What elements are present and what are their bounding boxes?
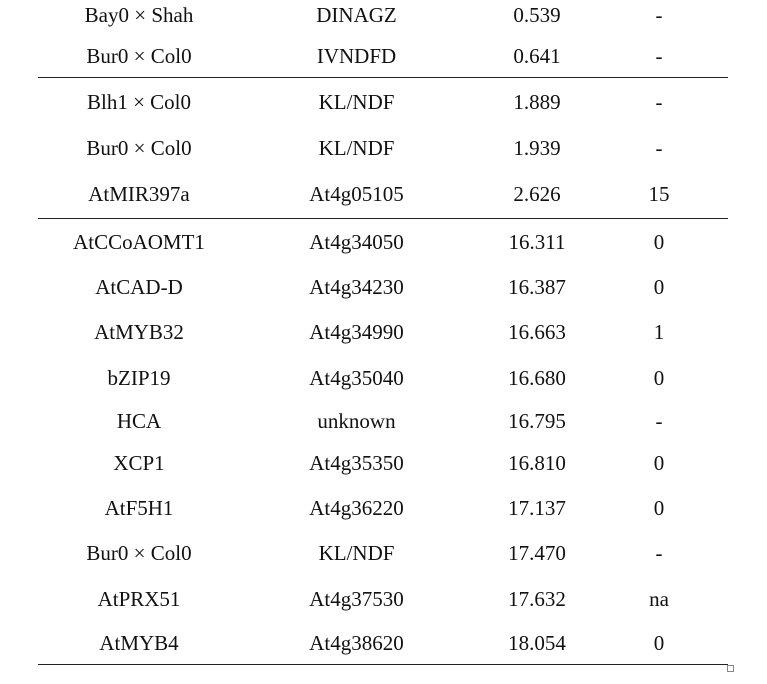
- cell-value: -: [655, 44, 663, 68]
- cell-locus: At4g35350: [309, 451, 404, 475]
- table-row: Bur0 × Col0 KL/NDF 1.939 -: [38, 133, 728, 163]
- cell-name: AtMIR397a: [88, 182, 190, 206]
- cell-position: 2.626: [513, 182, 561, 206]
- table-rule: [38, 218, 728, 219]
- cell-locus: At4g34050: [309, 230, 404, 254]
- cell-name: bZIP19: [107, 366, 171, 390]
- cell-value: 0: [653, 451, 665, 475]
- cell-name: AtF5H1: [104, 496, 174, 520]
- cell-locus: unknown: [317, 409, 396, 433]
- cell-value: 0: [653, 275, 665, 299]
- cell-position: 16.810: [508, 451, 566, 475]
- cell-locus: KL/NDF: [318, 90, 395, 114]
- cell-value: 0: [653, 631, 665, 655]
- cell-name: XCP1: [113, 451, 165, 475]
- cell-locus: DINAGZ: [316, 3, 397, 27]
- table-row: AtMIR397a At4g05105 2.626 15: [38, 179, 728, 209]
- cell-locus: At4g35040: [309, 366, 404, 390]
- cell-locus: At4g05105: [309, 182, 404, 206]
- cell-position: 16.680: [508, 366, 566, 390]
- cell-locus: At4g37530: [309, 587, 404, 611]
- cell-name: AtPRX51: [97, 587, 181, 611]
- cell-position: 0.641: [513, 44, 561, 68]
- table-row: AtCCoAOMT1 At4g34050 16.311 0: [38, 227, 728, 257]
- table-row: bZIP19 At4g35040 16.680 0: [38, 363, 728, 393]
- table-rule: [38, 77, 728, 78]
- cell-position: 16.795: [508, 409, 566, 433]
- cell-name: Bay0 × Shah: [84, 3, 194, 27]
- cell-value: 0: [653, 230, 665, 254]
- table-row: AtPRX51 At4g37530 17.632 na: [38, 584, 728, 614]
- table-rule: [38, 664, 728, 665]
- cell-position: 1.889: [513, 90, 561, 114]
- cell-value: -: [655, 136, 663, 160]
- table-row: AtMYB32 At4g34990 16.663 1: [38, 317, 728, 347]
- cell-value: 15: [648, 182, 670, 206]
- cell-position: 18.054: [508, 631, 566, 655]
- cell-position: 17.632: [508, 587, 566, 611]
- cell-position: 16.387: [508, 275, 566, 299]
- cell-name: Blh1 × Col0: [86, 90, 192, 114]
- cell-position: 16.311: [508, 230, 566, 254]
- cell-locus: At4g34990: [309, 320, 404, 344]
- cell-position: 17.470: [508, 541, 566, 565]
- cell-locus: At4g34230: [309, 275, 404, 299]
- cell-locus: At4g38620: [309, 631, 404, 655]
- cell-name: AtMYB4: [99, 631, 179, 655]
- cell-value: -: [655, 541, 663, 565]
- cell-value: -: [655, 409, 663, 433]
- cell-position: 1.939: [513, 136, 561, 160]
- cell-position: 17.137: [508, 496, 566, 520]
- cell-value: 0: [653, 366, 665, 390]
- table-row: Bur0 × Col0 KL/NDF 17.470 -: [38, 538, 728, 568]
- cell-name: AtMYB32: [94, 320, 184, 344]
- cell-value: 0: [653, 496, 665, 520]
- resize-handle[interactable]: [727, 665, 734, 672]
- table-row: HCA unknown 16.795 -: [38, 406, 728, 436]
- cell-name: Bur0 × Col0: [86, 44, 192, 68]
- cell-name: Bur0 × Col0: [86, 541, 192, 565]
- table-row: Bay0 × Shah DINAGZ 0.539 -: [38, 0, 728, 30]
- cell-locus: KL/NDF: [318, 541, 395, 565]
- table-row: XCP1 At4g35350 16.810 0: [38, 448, 728, 478]
- table-row: Blh1 × Col0 KL/NDF 1.889 -: [38, 87, 728, 117]
- table-row: AtMYB4 At4g38620 18.054 0: [38, 628, 728, 658]
- cell-value: 1: [653, 320, 665, 344]
- cell-position: 16.663: [508, 320, 566, 344]
- cell-value: na: [649, 587, 669, 611]
- cell-name: HCA: [116, 409, 162, 433]
- cell-locus: At4g36220: [309, 496, 404, 520]
- cell-locus: IVNDFD: [316, 44, 397, 68]
- table-row: Bur0 × Col0 IVNDFD 0.641 -: [38, 41, 728, 71]
- cell-value: -: [655, 3, 663, 27]
- cell-position: 0.539: [513, 3, 561, 27]
- cell-name: AtCCoAOMT1: [73, 230, 205, 254]
- cell-name: AtCAD-D: [95, 275, 183, 299]
- cell-value: -: [655, 90, 663, 114]
- table-row: AtCAD-D At4g34230 16.387 0: [38, 272, 728, 302]
- cell-name: Bur0 × Col0: [86, 136, 192, 160]
- table-row: AtF5H1 At4g36220 17.137 0: [38, 493, 728, 523]
- cell-locus: KL/NDF: [318, 136, 395, 160]
